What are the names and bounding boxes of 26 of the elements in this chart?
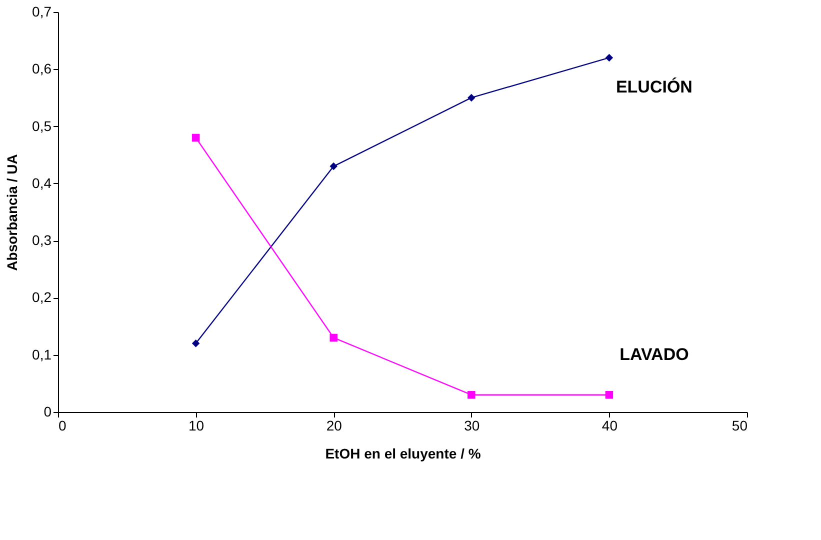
- y-tick-label: 0,4: [32, 174, 52, 191]
- y-tick-label: 0,3: [32, 232, 52, 248]
- y-tick-label: 0,6: [32, 60, 52, 77]
- series-label: LAVADO: [620, 344, 689, 364]
- x-tick-label: 30: [464, 418, 480, 434]
- point: [330, 334, 338, 342]
- point: [330, 162, 338, 170]
- x-tick-label: 10: [188, 418, 204, 434]
- y-axis-title: Absorbancia / UA: [4, 154, 20, 271]
- x-tick-label: 40: [602, 418, 618, 434]
- y-tick-label: 0,7: [32, 4, 52, 20]
- y-tick-label: 0,5: [32, 118, 52, 134]
- y-tick-label: 0,1: [32, 346, 52, 362]
- point: [605, 54, 614, 62]
- x-tick-label: 50: [732, 418, 748, 434]
- series-label: ELUCIÓN: [616, 76, 692, 97]
- point: [468, 94, 476, 102]
- x-tick-label: 0: [58, 418, 66, 434]
- x-tick-label: 20: [326, 418, 342, 434]
- y-tick-label: 0,2: [32, 289, 52, 306]
- y-tick-label: 0: [44, 404, 52, 420]
- point: [192, 134, 200, 142]
- point: [192, 340, 200, 348]
- point: [605, 390, 614, 399]
- x-axis-title: EtOH en el eluyente / %: [325, 446, 482, 462]
- point: [468, 390, 476, 399]
